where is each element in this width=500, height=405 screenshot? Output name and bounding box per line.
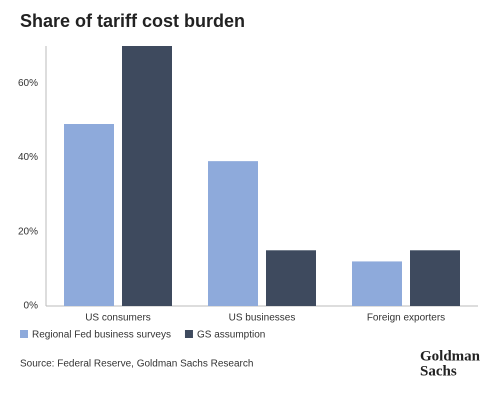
bar [122, 46, 172, 306]
bar [64, 124, 114, 306]
x-tick-label: Foreign exporters [367, 313, 445, 324]
legend-swatch [20, 330, 28, 338]
bar [266, 250, 316, 306]
y-tick-label: 20% [18, 226, 38, 237]
legend-swatch [184, 330, 193, 338]
x-tick-label: US businesses [229, 313, 296, 324]
bar [208, 161, 258, 306]
legend-label: GS assumption [197, 330, 265, 341]
y-tick-label: 40% [18, 152, 38, 163]
y-tick-label: 0% [24, 301, 39, 312]
y-tick-label: 60% [18, 78, 38, 89]
logo-line: Sachs [420, 363, 457, 379]
x-tick-label: US consumers [85, 313, 151, 324]
legend-label: Regional Fed business surveys [32, 330, 171, 341]
bar [352, 261, 402, 306]
bar [410, 250, 460, 306]
chart-title: Share of tariff cost burden [20, 11, 245, 31]
source-note: Source: Federal Reserve, Goldman Sachs R… [20, 359, 253, 370]
logo-line: Goldman [420, 348, 481, 364]
